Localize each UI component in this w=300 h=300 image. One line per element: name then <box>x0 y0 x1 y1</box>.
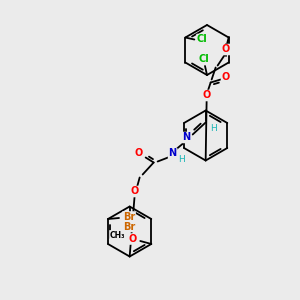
Text: Cl: Cl <box>197 34 208 44</box>
Text: Cl: Cl <box>199 54 209 64</box>
Text: N: N <box>169 148 177 158</box>
Text: O: O <box>221 71 230 82</box>
Text: H: H <box>178 155 185 164</box>
Text: Br: Br <box>124 221 136 232</box>
Text: O: O <box>134 148 143 158</box>
Text: CH₃: CH₃ <box>110 230 125 239</box>
Text: N: N <box>183 133 191 142</box>
Text: H: H <box>210 124 217 133</box>
Text: Br: Br <box>123 212 135 222</box>
Text: O: O <box>130 187 139 196</box>
Text: O: O <box>202 91 211 100</box>
Text: O: O <box>128 234 136 244</box>
Text: O: O <box>221 44 230 55</box>
